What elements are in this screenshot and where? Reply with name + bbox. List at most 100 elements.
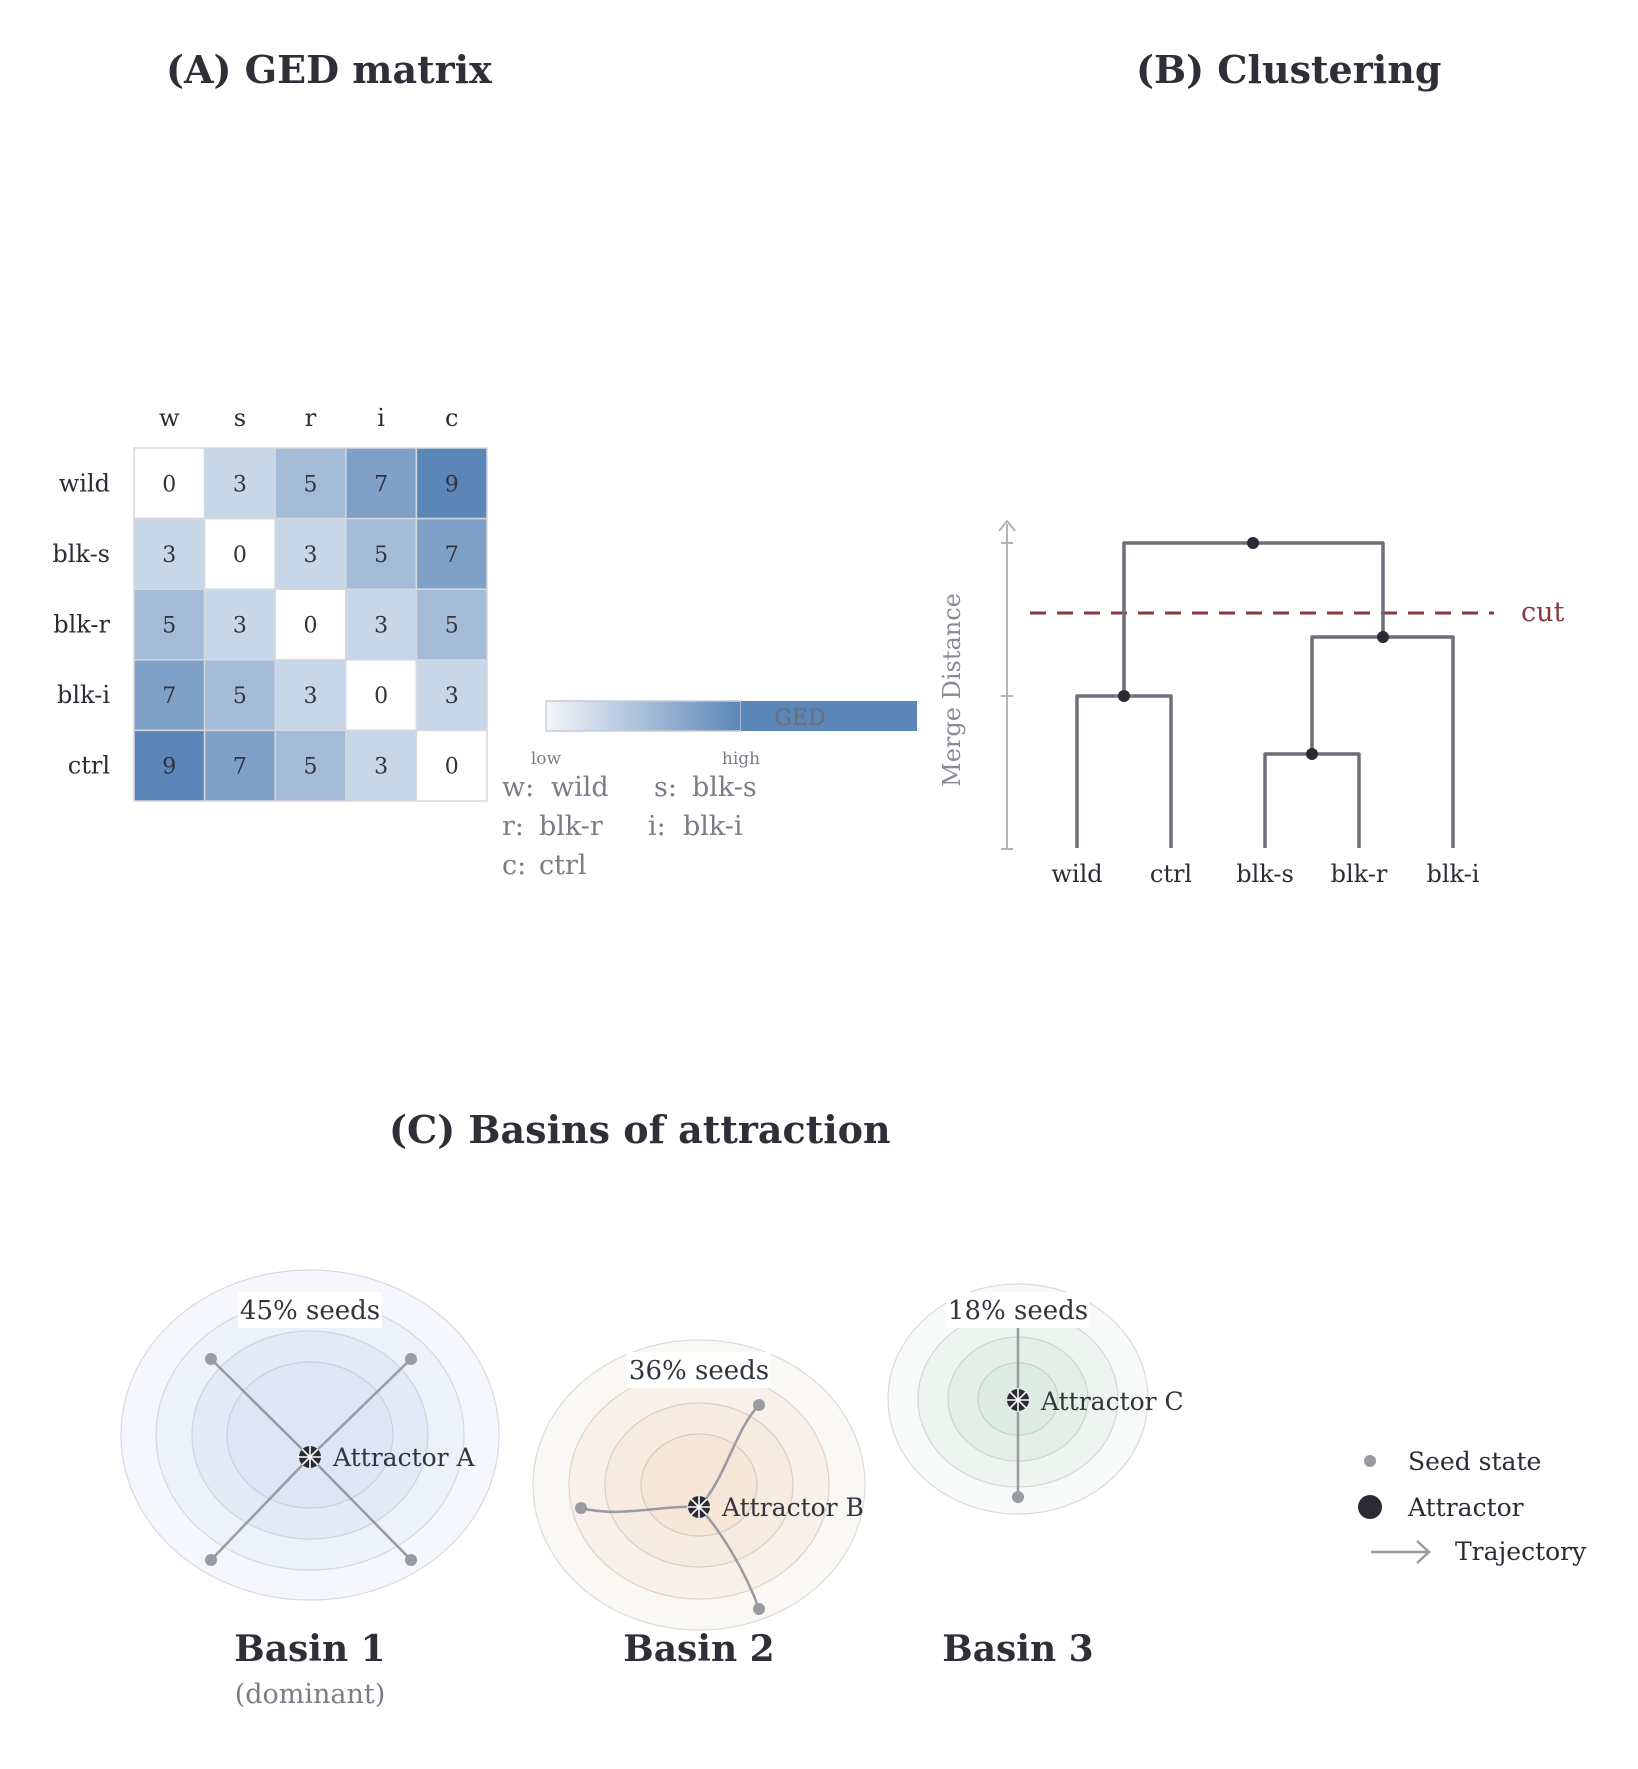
matrix-cell [203,659,276,732]
matrix-cell-value: 3 [304,684,318,709]
trajectory [309,1358,412,1458]
key-abbr-w: w: [502,772,534,803]
matrix-col-label: w [159,404,180,432]
matrix-cell-value: 7 [445,543,459,568]
key-name-w: wild [551,772,609,803]
matrix-row-label: blk-i [57,681,110,709]
matrix-cell [415,729,488,802]
matrix-cell [133,447,206,520]
matrix-cell-value: 5 [304,755,318,780]
abbreviation-key: w: wild s: blk-s r: blk-r i: blk-i c: ct… [502,772,757,881]
matrix-cell-value: 3 [374,755,388,780]
matrix-col-label: r [305,404,317,432]
matrix-cell-value: 5 [374,543,388,568]
legend-attractor-label: Attractor [1407,1493,1524,1522]
basin-3: 18% seeds Attractor C Basin 3 [887,1283,1184,1670]
leaf-label: wild [1051,860,1102,888]
attractor-label: Attractor C [1040,1387,1184,1416]
leaf-label: blk-i [1427,860,1480,888]
matrix-cell-value: 7 [162,684,176,709]
basin-ring [226,1361,394,1509]
basin-seeds-label: 36% seeds [629,1356,769,1386]
matrix-cell-value: 5 [233,684,247,709]
matrix-cell-value: 5 [304,472,318,497]
branch-wild-ctrl [1075,694,1173,848]
matrix-cell-value: 9 [162,755,176,780]
colorbar-high-label: high [722,749,760,769]
attractor-label: Attractor B [721,1493,864,1522]
matrix-cell-value: 3 [233,472,247,497]
seed-state [405,1353,417,1365]
leaf-label: blk-r [1331,860,1388,888]
matrix-row-label: wild [59,469,110,497]
seed-state [205,1353,217,1365]
matrix-cell [415,517,488,590]
matrix-cell [274,659,347,732]
key-name-s: blk-s [692,772,757,803]
key-abbr-s: s: [654,772,677,803]
merge-node [1306,748,1318,760]
key-name-i: blk-i [683,811,743,842]
colorbar: GED low high [531,700,917,769]
matrix-cell-value: 5 [162,614,176,639]
matrix-cell [274,447,347,520]
basin-name: Basin 1 [234,1628,385,1670]
axis-arrow-icon [998,519,1016,532]
matrix-cell [133,517,206,590]
matrix-row-label: blk-s [52,540,110,568]
matrix-cell-value: 7 [233,755,247,780]
basin-seeds-label: 18% seeds [948,1296,1088,1326]
panel-a-title: (A) GED matrix [166,47,492,92]
seed-state [753,1603,765,1615]
key-abbr-c: c: [502,850,526,881]
matrix-cell [274,729,347,802]
matrix-cell-value: 9 [445,472,459,497]
seed-state [575,1502,587,1514]
arrowhead-icon [1416,1540,1431,1564]
attractor-icon [1358,1495,1382,1519]
ged-matrix: w s r i c wild blk-s blk-r blk-i ctrl 0 3 5 7 9 3 0 3 5 7 5 3… [52,404,488,802]
trajectory [309,1456,412,1561]
basin-subtitle: (dominant) [235,1679,386,1710]
seed-state [1012,1491,1024,1503]
branch-root [1122,541,1385,696]
matrix-cell-value: 0 [162,472,176,497]
matrix-cell [274,517,347,590]
matrix-cell-value: 3 [445,684,459,709]
seed-state-icon [1364,1455,1376,1467]
colorbar-low-label: low [531,749,562,769]
matrix-cell-value: 0 [233,543,247,568]
seed-state [405,1554,417,1566]
key-name-c: ctrl [539,850,587,881]
seeds-label-bg [946,1292,1090,1328]
matrix-cell [203,588,276,661]
branch-blks-blkr [1263,752,1361,848]
matrix-cell-value: 5 [445,614,459,639]
trajectory [210,1456,311,1561]
seeds-label-bg [238,1292,382,1328]
matrix-cell-value: 0 [374,684,388,709]
matrix-cell [203,729,276,802]
merge-node [1118,690,1130,702]
colorbar-gradient [545,700,742,732]
attractor-star-icon [298,1445,322,1469]
merge-node [1377,631,1389,643]
basin-2: 36% seeds Attractor B Basin 2 [532,1339,866,1670]
basin-seeds-label: 45% seeds [240,1296,380,1326]
seeds-label-bg [627,1352,771,1388]
basin-name: Basin 3 [942,1628,1093,1670]
attractor-star-icon [1006,1388,1030,1412]
matrix-row-label: blk-r [53,611,110,639]
panel-c-title: (C) Basins of attraction [389,1107,891,1152]
dendrogram: Merge Distance cut wild ctrl blk-s blk-r… [938,519,1565,888]
matrix-cell-value: 3 [374,614,388,639]
matrix-cell-value: 3 [304,543,318,568]
matrix-col-label: i [377,404,385,432]
key-abbr-i: i: [648,811,666,842]
key-name-r: blk-r [539,811,603,842]
attractor-star-icon [687,1495,711,1519]
colorbar-high-block [741,701,917,731]
colorbar-label: GED [774,706,825,731]
matrix-cell [203,447,276,520]
